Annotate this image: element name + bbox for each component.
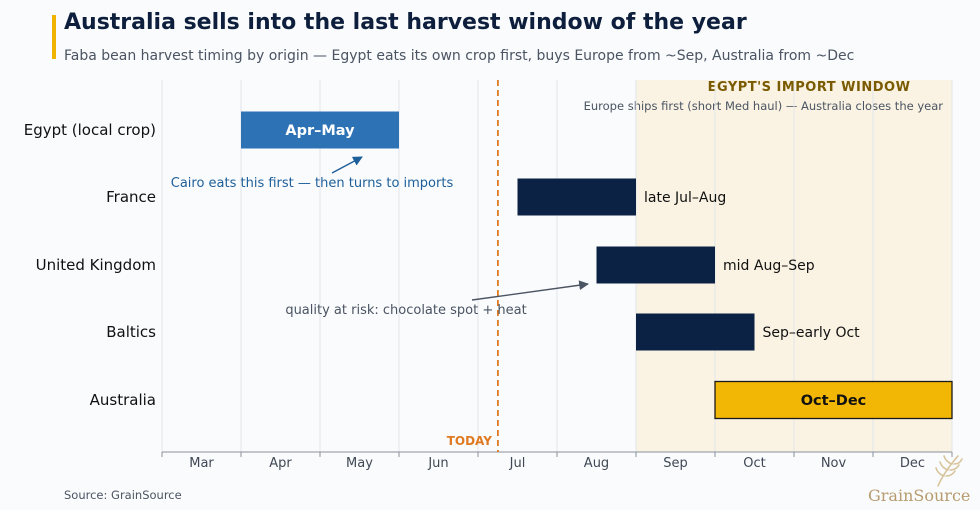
row-label: Australia	[90, 391, 156, 409]
x-tick-label: Apr	[269, 456, 292, 471]
today-label: TODAY	[447, 434, 492, 448]
x-tick-label: Mar	[189, 456, 214, 471]
bar-label: late Jul–Aug	[644, 190, 726, 206]
row-label: Egypt (local crop)	[24, 121, 156, 139]
bar-label: Sep–early Oct	[763, 325, 861, 341]
row-label: France	[106, 188, 156, 206]
annotation-text: quality at risk: chocolate spot + heat	[285, 303, 526, 318]
annotation-arrow	[331, 156, 363, 174]
labels-layer: Egypt (local crop) Apr–May France late Jul–…	[24, 121, 867, 409]
bar	[241, 111, 399, 149]
bar	[517, 178, 636, 216]
import-window-subtitle: Europe ships first (short Med haul) — Au…	[584, 99, 944, 113]
bar-label: Oct–Dec	[801, 393, 867, 409]
grainsource-logo: GrainSource	[868, 452, 974, 508]
x-tick-label: Sep	[663, 456, 688, 471]
annotation-arrow	[471, 280, 589, 301]
row-label: United Kingdom	[36, 256, 156, 274]
bar-label: Apr–May	[285, 123, 355, 139]
source-note: Source: GrainSource	[64, 488, 182, 502]
x-tick-label: Jul	[509, 456, 526, 471]
logo-text: GrainSource	[868, 486, 971, 505]
chart-subtitle: Faba bean harvest timing by origin — Egy…	[64, 48, 855, 64]
x-tick-label: Dec	[900, 456, 925, 471]
bar	[596, 246, 715, 284]
bar-label: mid Aug–Sep	[723, 258, 815, 274]
x-tick-label: Jun	[427, 456, 448, 471]
row-label: Baltics	[106, 323, 156, 341]
chart-title: Australia sells into the last harvest wi…	[64, 10, 747, 35]
x-tick-label: Aug	[584, 456, 609, 471]
bars-layer	[241, 111, 953, 420]
bar	[636, 313, 755, 351]
wheat-icon	[935, 455, 963, 487]
annotation-text: Cairo eats this first — then turns to im…	[171, 176, 454, 191]
bar	[714, 380, 953, 420]
x-axis: Mar Apr May Jun Jul Aug Sep Oct Nov Dec	[161, 451, 953, 471]
annotations-layer: TODAY Cairo eats this first — then turns …	[171, 80, 589, 452]
x-tick-label: May	[346, 456, 373, 471]
import-window-title: EGYPT'S IMPORT WINDOW	[708, 80, 911, 95]
x-tick-label: Nov	[821, 456, 847, 471]
x-tick-label: Oct	[743, 456, 765, 471]
title-accent-bar	[52, 15, 56, 59]
